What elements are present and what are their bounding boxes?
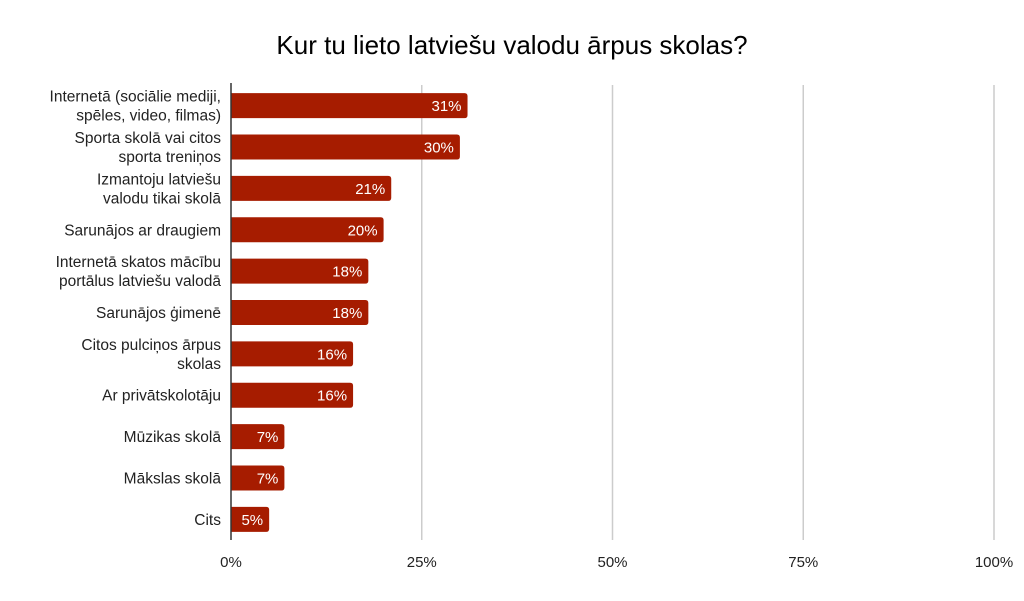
x-tick-label: 50% xyxy=(597,554,627,571)
data-label: 31% xyxy=(431,98,461,115)
chart-title: Kur tu lieto latviešu valodu ārpus skola… xyxy=(276,30,748,60)
category-label: Mākslas skolā xyxy=(124,470,222,487)
data-label: 18% xyxy=(332,264,362,281)
data-label: 30% xyxy=(424,140,454,157)
bar xyxy=(231,175,392,201)
data-label: 7% xyxy=(257,429,279,446)
data-label: 18% xyxy=(332,305,362,322)
bar xyxy=(231,93,468,119)
category-label: portālus latviešu valodā xyxy=(59,273,221,290)
x-tick-label: 0% xyxy=(220,554,242,571)
category-label: Cits xyxy=(194,512,221,529)
category-label: Sarunājos ģimenē xyxy=(96,305,221,322)
data-label: 16% xyxy=(317,346,347,363)
data-label: 7% xyxy=(257,470,279,487)
category-label: Izmantoju latviešu xyxy=(97,171,221,188)
category-label: Sarunājos ar draugiem xyxy=(64,222,221,239)
bar xyxy=(231,341,354,367)
bar xyxy=(231,382,354,408)
category-label: spēles, video, filmas) xyxy=(76,108,221,125)
data-label: 21% xyxy=(355,181,385,198)
category-label: Internetā skatos mācību xyxy=(56,254,221,271)
x-tick-label: 25% xyxy=(407,554,437,571)
category-label: valodu tikai skolā xyxy=(103,190,221,207)
category-label: Sporta skolā vai citos xyxy=(75,130,222,147)
bar xyxy=(231,465,285,491)
x-tick-label: 100% xyxy=(975,554,1013,571)
bar xyxy=(231,506,270,532)
data-label: 20% xyxy=(348,222,378,239)
bar xyxy=(231,258,369,284)
x-tick-label: 75% xyxy=(788,554,818,571)
category-label: Citos pulciņos ārpus xyxy=(81,337,221,354)
category-label: sporta treniņos xyxy=(118,149,221,166)
data-label: 5% xyxy=(241,512,263,529)
bar xyxy=(231,424,285,450)
category-label: Internetā (sociālie mediji, xyxy=(50,89,221,106)
bar xyxy=(231,134,460,160)
category-label: Mūzikas skolā xyxy=(124,429,222,446)
category-label: skolas xyxy=(177,356,221,373)
bar xyxy=(231,300,369,325)
data-label: 16% xyxy=(317,388,347,405)
category-label: Ar privātskolotāju xyxy=(102,388,221,405)
bar xyxy=(231,217,384,243)
